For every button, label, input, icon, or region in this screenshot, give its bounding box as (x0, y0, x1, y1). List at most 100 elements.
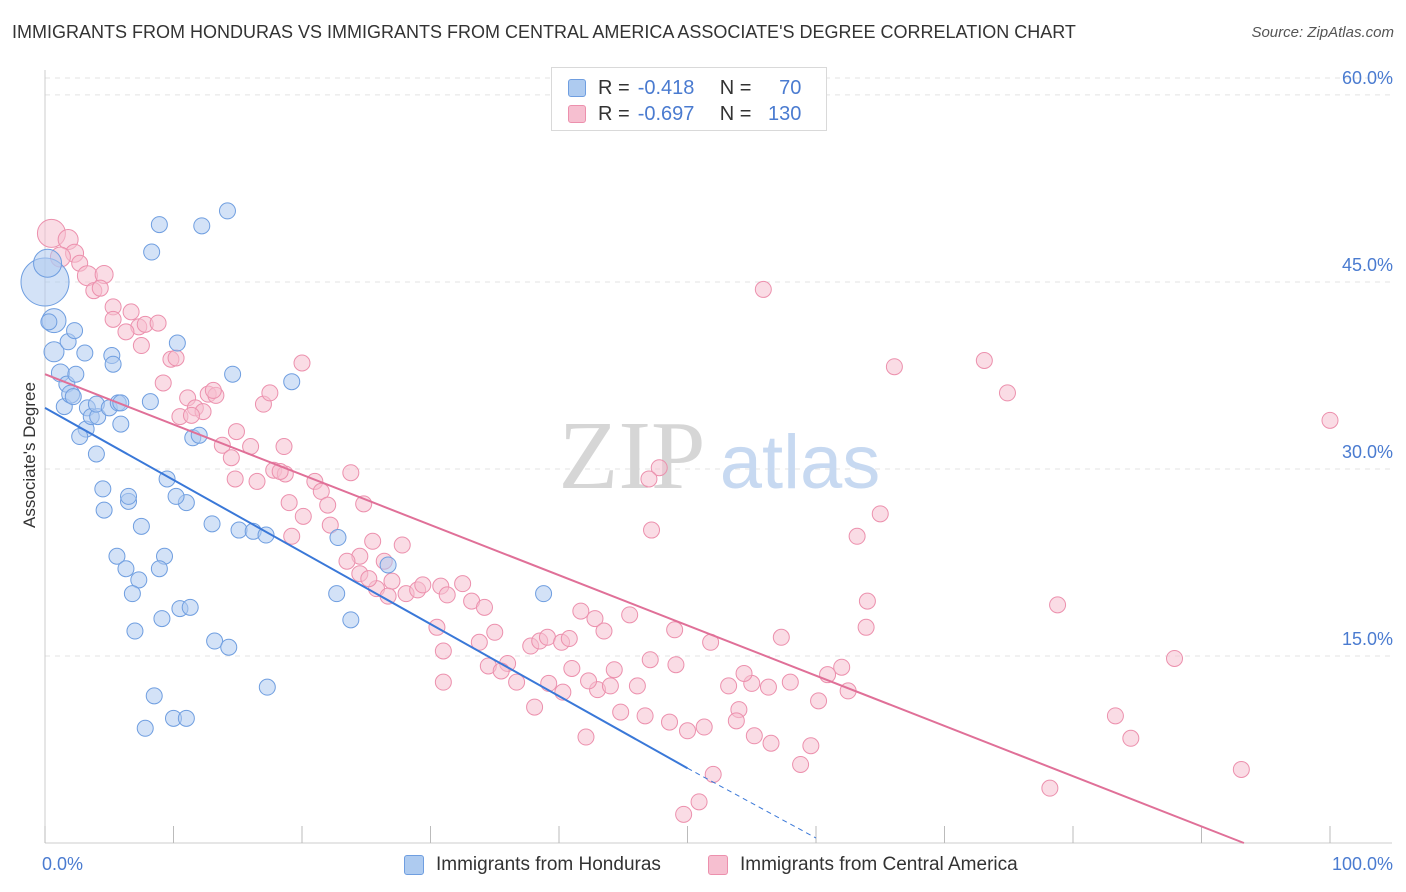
honduras-point (40, 313, 58, 331)
central-america-point (704, 765, 722, 783)
central-america-point (454, 575, 472, 593)
legend-item-honduras: Immigrants from Honduras (404, 854, 661, 876)
honduras-point (153, 610, 171, 628)
central-america-point (628, 677, 646, 695)
central-america-point (154, 374, 172, 392)
central-america-point (319, 496, 337, 514)
honduras-point (342, 611, 360, 629)
central-america-point (735, 664, 753, 682)
central-america-point (640, 470, 658, 488)
central-america-point (1166, 649, 1184, 667)
central-america-point (802, 737, 820, 755)
honduras-point (66, 322, 84, 340)
grid-lines (45, 77, 1392, 657)
honduras-point (117, 560, 135, 578)
central-america-point (1232, 760, 1250, 778)
honduras-point (535, 585, 553, 603)
central-america-point (1049, 596, 1067, 614)
central-america-point (975, 351, 993, 369)
central-america-point (222, 449, 240, 467)
honduras-point (328, 585, 346, 603)
source-credit: Source: ZipAtlas.com (1251, 24, 1394, 41)
n-value: 70 (779, 76, 802, 99)
central-america-point (605, 661, 623, 679)
central-america-point (762, 734, 780, 752)
honduras-point (108, 547, 126, 565)
central-america-point (580, 672, 598, 690)
central-america-point (595, 622, 613, 640)
central-america-point (601, 677, 619, 695)
central-america-point (117, 323, 135, 341)
x-tick-label: 100.0% (1332, 854, 1393, 874)
central-america-point (661, 713, 679, 731)
central-america-point (998, 384, 1016, 402)
central-america-point (577, 728, 595, 746)
y-tick-label: 45.0% (1342, 255, 1393, 275)
honduras-point (329, 529, 347, 547)
central-america-point (695, 718, 713, 736)
central-america-point (772, 628, 790, 646)
central-america-swatch (568, 105, 586, 123)
honduras-point (379, 556, 397, 574)
central-america-point (1321, 411, 1339, 429)
central-america-point (1106, 707, 1124, 725)
honduras-point (67, 365, 85, 383)
honduras-point (193, 217, 211, 235)
central-america-point (342, 464, 360, 482)
honduras-point (136, 719, 154, 737)
central-america-point (104, 310, 122, 328)
honduras-point (126, 622, 144, 640)
central-america-point (204, 381, 222, 399)
central-america-point (636, 707, 654, 725)
honduras-point (87, 445, 105, 463)
honduras-point (283, 373, 301, 391)
honduras-point (230, 521, 248, 539)
central-america-point (312, 482, 330, 500)
central-america-point (871, 505, 889, 523)
central-america-point (885, 358, 903, 376)
central-america-point (848, 527, 866, 545)
r-label: R = (598, 102, 630, 125)
central-america-point (538, 628, 556, 646)
central-america-point (667, 656, 685, 674)
honduras-point (168, 334, 186, 352)
central-america-point (745, 727, 763, 745)
honduras-swatch (568, 79, 586, 97)
series-legend: Immigrants from Honduras Immigrants from… (0, 852, 1406, 878)
y-tick-label: 15.0% (1342, 629, 1393, 649)
central-america-point (360, 570, 378, 588)
central-america-point (690, 793, 708, 811)
central-america-point (91, 279, 109, 297)
legend-row-central-america: R = -0.697 N = 130 (568, 102, 801, 126)
central-america-point (261, 384, 279, 402)
central-america-point (438, 586, 456, 604)
legend-row-honduras: R = -0.418 N = 70 (568, 76, 801, 100)
central-america-point (226, 470, 244, 488)
central-america-point (149, 314, 167, 332)
n-value: 130 (768, 102, 802, 125)
watermark: ZIP atlas (559, 402, 881, 510)
legend-item-central-america: Immigrants from Central America (708, 854, 1018, 876)
y-axis-title: Associate's Degree (20, 382, 39, 528)
honduras-point (220, 638, 238, 656)
central-america-point (364, 532, 382, 550)
honduras-point (112, 415, 130, 433)
central-america-point (727, 712, 745, 730)
trend-lines (44, 373, 1245, 844)
central-america-point (132, 337, 150, 355)
y-tick-label: 30.0% (1342, 442, 1393, 462)
honduras-point (177, 709, 195, 727)
central-america-point (486, 623, 504, 641)
central-america-point (293, 354, 311, 372)
central-america-point (666, 621, 684, 639)
honduras-points (20, 202, 553, 737)
central-america-swatch (708, 855, 728, 875)
central-america-point (572, 602, 590, 620)
honduras-point (43, 341, 65, 363)
honduras-point (120, 487, 138, 505)
central-america-point (434, 642, 452, 660)
honduras-point (206, 632, 224, 650)
honduras-point (130, 571, 148, 589)
central-america-point (1041, 779, 1059, 797)
